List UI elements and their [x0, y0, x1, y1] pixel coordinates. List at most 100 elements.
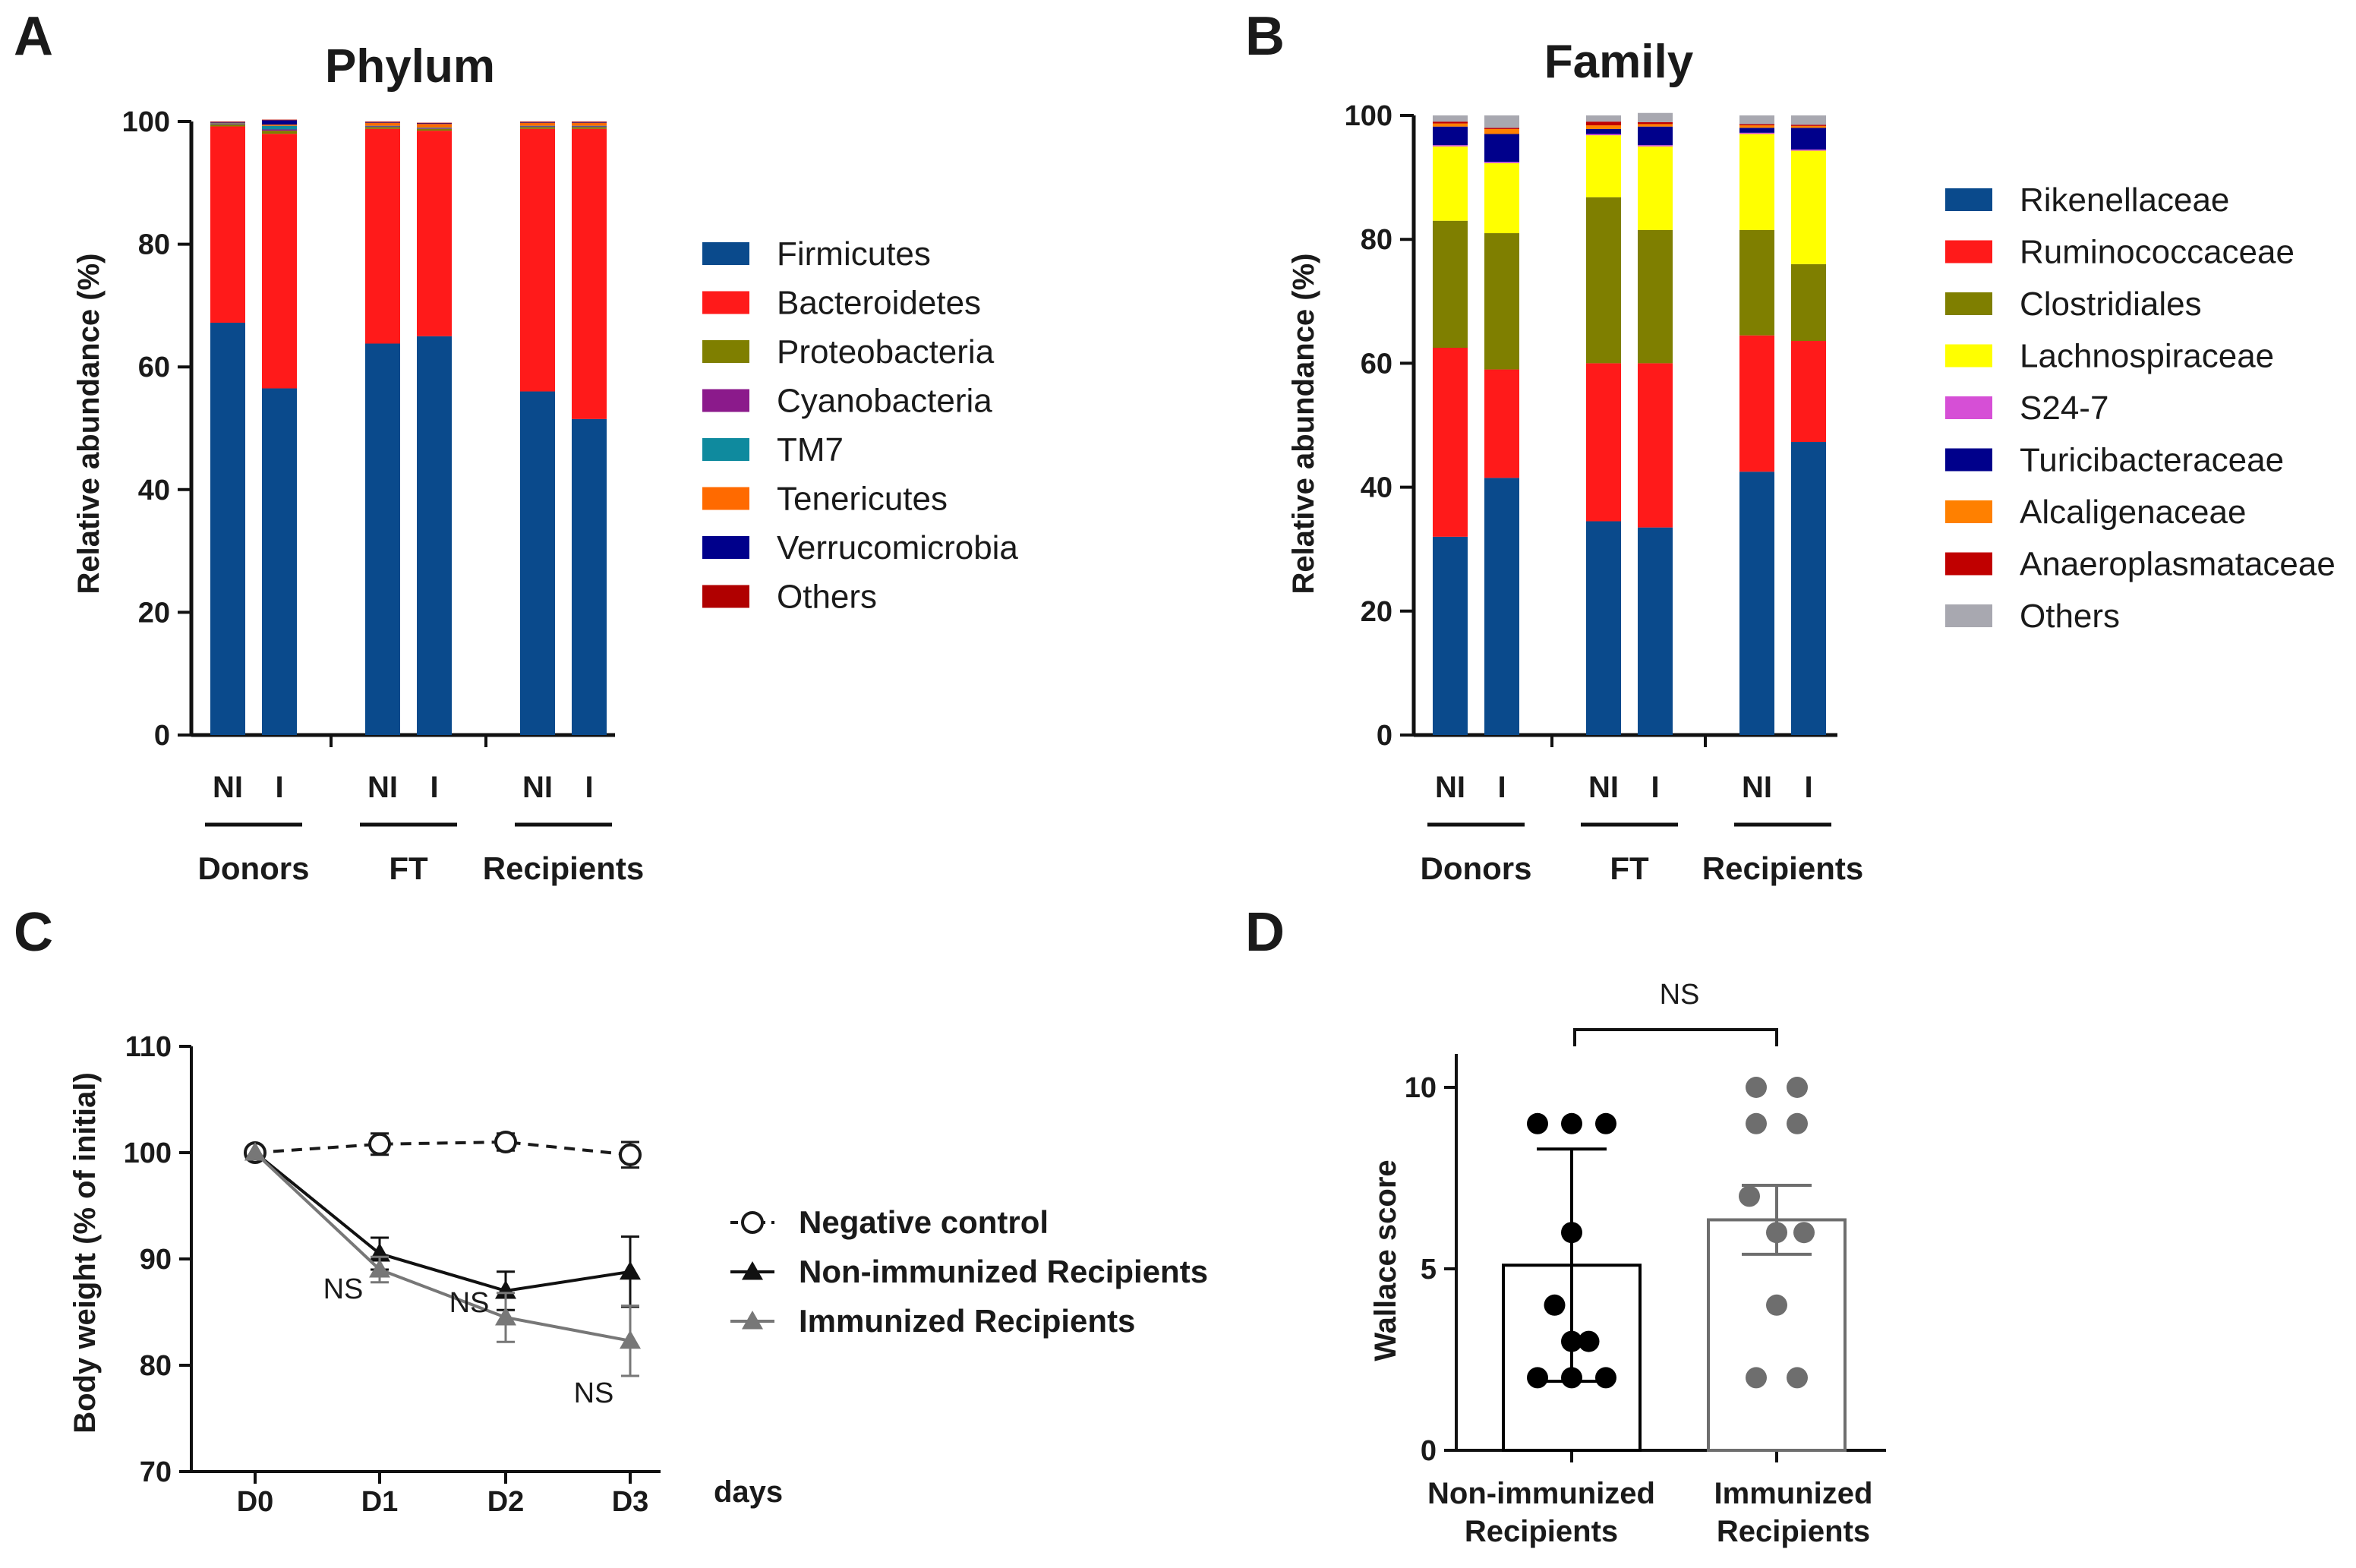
c-legend-label-immunized-recipients: Immunized Recipients	[799, 1303, 1135, 1339]
b-group-label-ft: FT	[1610, 850, 1649, 886]
a-legend-label-cyanobacteria: Cyanobacteria	[777, 383, 992, 420]
a-bar-bacteroidetes-1	[262, 134, 297, 389]
d-point-immunized-recipients-2	[1746, 1112, 1767, 1134]
a-bar-firmicutes-0	[210, 323, 245, 735]
a-y-tick-label: 20	[138, 597, 170, 629]
c-point-immunized-recipients-D2	[495, 1307, 516, 1326]
b-bar-clostridiales-5	[1791, 263, 1826, 342]
d-point-immunized-recipients-7	[1766, 1294, 1787, 1316]
b-legend-label-rikenellaceae: Rikenellaceae	[2020, 181, 2229, 219]
a-bar-verrucomicrobia-5	[572, 121, 607, 123]
b-x-category-label: I	[1804, 771, 1812, 804]
d-point-immunized-recipients-4	[1739, 1185, 1760, 1207]
a-bar-cyanobacteria-0	[210, 124, 245, 125]
d-point-non-immunized-recipients-0	[1561, 1112, 1582, 1134]
b-bar-ruminococcaceae-4	[1739, 335, 1774, 472]
a-legend-swatch-verrucomicrobia	[702, 536, 749, 559]
b-y-tick-label: 80	[1361, 224, 1392, 256]
b-legend-label-alcaligenaceae: Alcaligenaceae	[2020, 494, 2246, 531]
a-bar-others-4	[520, 121, 555, 122]
c-y-tick-label: 110	[125, 1031, 172, 1063]
d-point-non-immunized-recipients-2	[1595, 1112, 1616, 1134]
b-bar-alcaligenaceae-5	[1791, 125, 1826, 128]
a-y-tick-label: 60	[138, 352, 170, 383]
b-bar-s24-7-4	[1739, 132, 1774, 134]
d-point-immunized-recipients-8	[1746, 1367, 1767, 1389]
d-point-immunized-recipients-3	[1787, 1112, 1808, 1134]
a-bar-proteobacteria-1	[262, 131, 297, 134]
a-y-tick-label: 40	[138, 475, 170, 506]
a-bar-firmicutes-5	[572, 418, 607, 735]
d-point-immunized-recipients-9	[1787, 1367, 1808, 1389]
b-x-category-label: NI	[1588, 771, 1619, 804]
panel-a-title: Phylum	[325, 40, 495, 93]
a-bar-proteobacteria-5	[572, 127, 607, 129]
c-x-tick-label: D1	[361, 1486, 399, 1518]
a-group-label-recipients: Recipients	[483, 850, 644, 886]
a-bar-verrucomicrobia-0	[210, 121, 245, 123]
b-bar-lachnospiraceae-3	[1638, 146, 1673, 230]
c-point-non-immunized-recipients-D3	[620, 1260, 641, 1280]
b-bar-turicibacteraceae-3	[1638, 126, 1673, 146]
b-bar-anaeroplasmataceae-1	[1484, 128, 1519, 129]
b-bar-alcaligenaceae-4	[1739, 125, 1774, 128]
c-x-tick-label: D3	[612, 1486, 649, 1518]
b-bar-alcaligenaceae-1	[1484, 128, 1519, 134]
b-bar-lachnospiraceae-1	[1484, 162, 1519, 234]
b-group-label-donors: Donors	[1421, 850, 1532, 886]
a-bar-tm7-4	[520, 125, 555, 127]
a-bar-bacteroidetes-0	[210, 126, 245, 323]
d-x-category-label-line2: Recipients	[1465, 1515, 1618, 1548]
b-legend-swatch-ruminococcaceae	[1945, 240, 1992, 263]
b-x-category-label: I	[1497, 771, 1506, 804]
c-y-tick-label: 80	[140, 1350, 172, 1382]
c-legend-label-non-immunized-recipients: Non-immunized Recipients	[799, 1254, 1208, 1289]
c-point-negative-control-D1	[368, 1132, 391, 1156]
c-legend-marker-non-immunized-recipients	[742, 1261, 763, 1280]
b-bar-others-2	[1586, 115, 1621, 122]
c-annotation-ns: NS	[449, 1287, 490, 1319]
c-point-immunized-recipients-D3	[620, 1330, 641, 1349]
c-point-immunized-recipients-D1	[369, 1259, 390, 1278]
a-bar-verrucomicrobia-2	[365, 121, 400, 123]
a-legend-label-bacteroidetes: Bacteroidetes	[777, 285, 981, 322]
b-legend-label-anaeroplasmataceae: Anaeroplasmataceae	[2020, 546, 2335, 583]
a-group-label-ft: FT	[389, 850, 428, 886]
panel-d-significance-label: NS	[1660, 979, 1700, 1011]
b-legend-label-lachnospiraceae: Lachnospiraceae	[2020, 338, 2274, 375]
b-legend-swatch-lachnospiraceae	[1945, 344, 1992, 368]
panel-c-y-axis-label: Body weight (% of initial)	[68, 1072, 102, 1434]
a-bar-cyanobacteria-5	[572, 126, 607, 128]
a-bar-bacteroidetes-4	[520, 128, 555, 392]
a-bar-others-3	[417, 122, 452, 124]
a-bar-proteobacteria-4	[520, 127, 555, 129]
b-x-category-label: NI	[1742, 771, 1772, 804]
a-bar-tm7-5	[572, 125, 607, 127]
b-bar-rikenellaceae-4	[1739, 472, 1774, 735]
b-bar-lachnospiraceae-4	[1739, 134, 1774, 230]
a-bar-proteobacteria-3	[417, 128, 452, 131]
panel-d-wallace-score-chart: Wallace score NS 0 5 10 Non-immunized Recipi…	[1369, 979, 1886, 1548]
b-legend-label-clostridiales: Clostridiales	[2020, 286, 2202, 323]
a-x-category-label: I	[430, 771, 438, 804]
a-bar-tenericutes-5	[572, 122, 607, 126]
d-point-immunized-recipients-1	[1787, 1077, 1808, 1098]
c-line-negative-control	[254, 1140, 631, 1156]
b-bar-turicibacteraceae-4	[1739, 128, 1774, 133]
c-legend-marker-immunized-recipients	[742, 1311, 763, 1330]
d-point-immunized-recipients-0	[1746, 1077, 1767, 1098]
b-bar-rikenellaceae-2	[1586, 521, 1621, 735]
a-group-label-donors: Donors	[198, 850, 310, 886]
d-significance-bracket	[1573, 1028, 1778, 1046]
b-bar-clostridiales-2	[1586, 197, 1621, 364]
b-bar-clostridiales-0	[1433, 220, 1468, 348]
b-bar-anaeroplasmataceae-5	[1791, 125, 1826, 126]
b-bar-others-1	[1484, 115, 1519, 128]
d-point-immunized-recipients-5	[1766, 1222, 1787, 1244]
c-annotation-ns: NS	[574, 1377, 614, 1409]
b-bar-others-0	[1433, 115, 1468, 122]
a-legend-label-firmicutes: Firmicutes	[777, 235, 931, 273]
a-y-tick-label: 0	[154, 720, 170, 752]
c-y-tick-label: 70	[140, 1456, 172, 1488]
